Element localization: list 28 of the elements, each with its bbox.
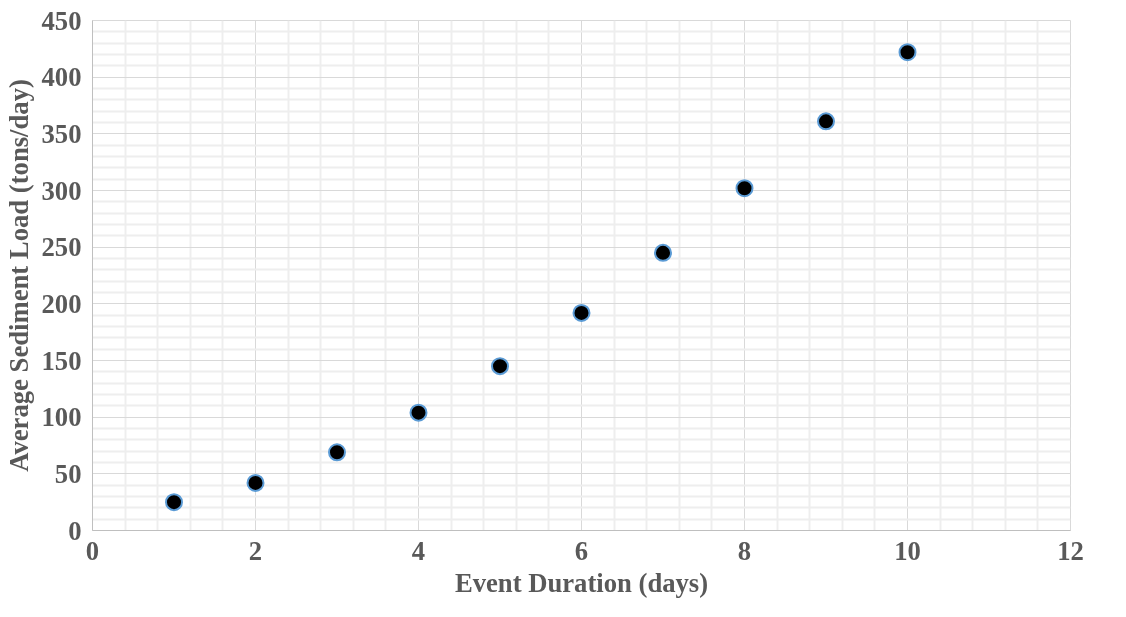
y-tick-label: 0 [68, 515, 82, 546]
y-tick-label: 400 [41, 62, 82, 93]
x-tick-label: 6 [574, 535, 589, 566]
point [572, 303, 591, 322]
x-tick-label: 4 [411, 535, 426, 566]
point [409, 403, 428, 422]
y-tick-label: 350 [41, 118, 82, 149]
point [735, 179, 754, 198]
point [817, 112, 835, 131]
y-tick-label: 300 [41, 175, 82, 206]
x-tick-label: 12 [1057, 535, 1084, 566]
point [246, 473, 265, 492]
y-tick-label: 200 [41, 288, 82, 319]
y-tick-label: 100 [41, 402, 82, 433]
point [654, 243, 672, 262]
point [328, 443, 346, 462]
x-axis-title: Event Duration (days) [454, 567, 709, 598]
point [165, 493, 183, 512]
point [898, 43, 917, 62]
x-tick-label: 2 [248, 535, 263, 566]
y-axis-title: Average Sediment Load (tons/day) [3, 79, 34, 472]
y-tick-label: 150 [41, 345, 82, 376]
y-tick-label: 250 [41, 232, 82, 263]
x-tick-label: 8 [737, 535, 752, 566]
x-tick-label: 10 [894, 535, 921, 566]
y-tick-label: 50 [54, 458, 82, 489]
y-tick-label: 450 [41, 5, 82, 36]
point [491, 357, 509, 376]
